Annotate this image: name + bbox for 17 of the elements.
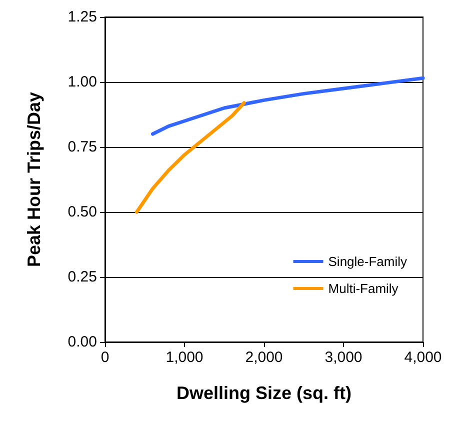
x-tick-label: 1,000 (166, 349, 204, 366)
y-tick-label: 1.00 (68, 74, 97, 90)
x-tick-label: 4,000 (404, 349, 442, 366)
line-series (135, 101, 246, 214)
y-axis-title: Peak Hour Trips/Day (24, 92, 44, 268)
y-tick-label: 0.00 (68, 334, 97, 350)
legend-label: Single-Family (328, 254, 408, 269)
x-tick-label: 3,000 (324, 349, 362, 366)
y-tick-label: 0.50 (68, 204, 97, 220)
legend-label: Multi-Family (328, 281, 399, 296)
y-tick-label: 0.25 (68, 268, 97, 286)
x-tick-label: 2,000 (245, 349, 283, 366)
x-axis-title: Dwelling Size (sq. ft) (176, 383, 352, 403)
x-tick-label: 0 (100, 349, 110, 366)
y-tick-label: 1.25 (68, 8, 97, 26)
line-series (150, 76, 425, 136)
y-tick-label: 0.75 (68, 138, 97, 156)
